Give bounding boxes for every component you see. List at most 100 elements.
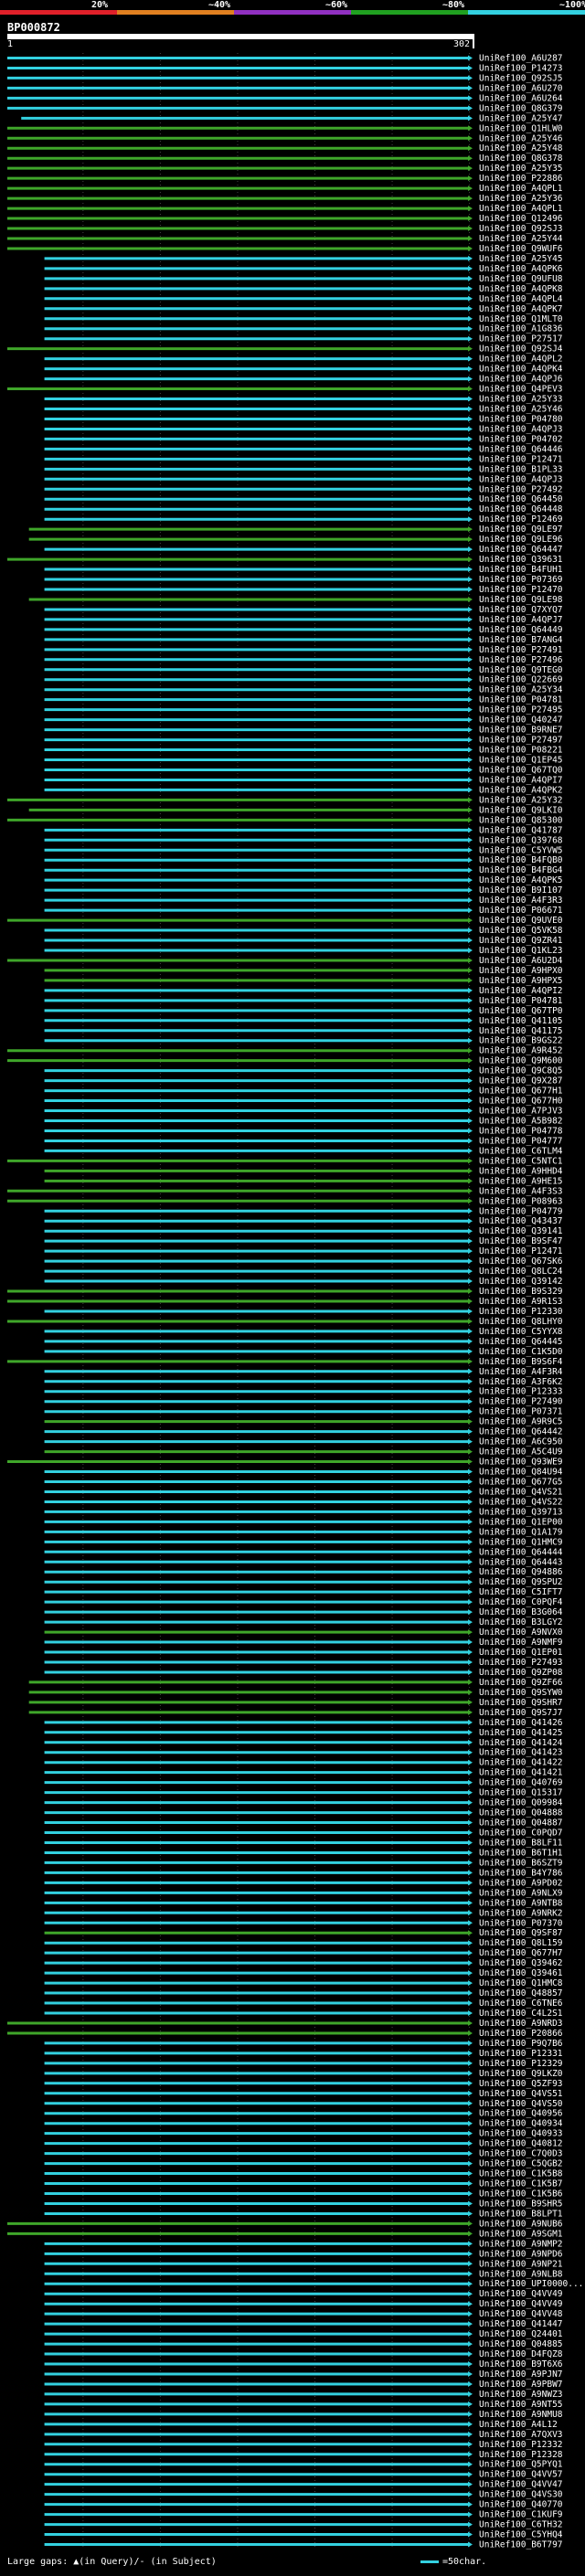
hit-label[interactable]: UniRef100_B8LF11 bbox=[479, 1838, 563, 1848]
hit-row[interactable]: UniRef100_Q39141 bbox=[44, 1226, 563, 1236]
hit-label[interactable]: UniRef100_A9R1S3 bbox=[479, 1297, 563, 1307]
hit-label[interactable]: UniRef100_A6U264 bbox=[479, 93, 563, 103]
hit-row[interactable]: UniRef100_A4QPJ6 bbox=[44, 375, 563, 385]
hit-row[interactable]: UniRef100_Q9ZP08 bbox=[44, 1668, 563, 1678]
hit-row[interactable]: UniRef100_A9HPX5 bbox=[44, 976, 563, 986]
hit-label[interactable]: UniRef100_Q9ZF66 bbox=[479, 1678, 563, 1688]
hit-label[interactable]: UniRef100_C6TLM4 bbox=[479, 1146, 563, 1156]
hit-row[interactable]: UniRef100_A9NLX9 bbox=[44, 1888, 563, 1898]
hit-row[interactable]: UniRef100_P12328 bbox=[44, 2450, 563, 2460]
hit-row[interactable]: UniRef100_Q40933 bbox=[44, 2129, 563, 2139]
hit-row[interactable]: UniRef100_A25Y48 bbox=[7, 143, 563, 154]
hit-label[interactable]: UniRef100_Q4VS22 bbox=[479, 1497, 563, 1507]
hit-row[interactable]: UniRef100_Q64450 bbox=[44, 494, 563, 504]
hit-label[interactable]: UniRef100_A25Y35 bbox=[479, 164, 563, 174]
hit-label[interactable]: UniRef100_A4L12 bbox=[479, 2420, 558, 2430]
hit-label[interactable]: UniRef100_C7Q0D3 bbox=[479, 2149, 563, 2159]
hit-label[interactable]: UniRef100_Q04888 bbox=[479, 1808, 563, 1818]
hit-label[interactable]: UniRef100_B9GS22 bbox=[479, 1036, 563, 1046]
hit-label[interactable]: UniRef100_Q4VV48 bbox=[479, 2309, 563, 2319]
hit-label[interactable]: UniRef100_C0PQF4 bbox=[479, 1597, 563, 1607]
hit-label[interactable]: UniRef100_A9NRK2 bbox=[479, 1908, 563, 1918]
hit-label[interactable]: UniRef100_Q64449 bbox=[479, 625, 563, 635]
hit-label[interactable]: UniRef100_B3LGY2 bbox=[479, 1617, 563, 1627]
hit-label[interactable]: UniRef100_A7PJV3 bbox=[479, 1107, 563, 1117]
hit-row[interactable]: UniRef100_UPI0000... bbox=[44, 2279, 584, 2289]
hit-label[interactable]: UniRef100_A25Y46 bbox=[479, 133, 563, 143]
hit-row[interactable]: UniRef100_B9RNE7 bbox=[44, 726, 563, 736]
hit-row[interactable]: UniRef100_Q39462 bbox=[44, 1958, 563, 1968]
hit-row[interactable]: UniRef100_Q9TEG0 bbox=[44, 665, 563, 675]
hit-row[interactable]: UniRef100_Q84U94 bbox=[44, 1468, 563, 1478]
hit-label[interactable]: UniRef100_Q84U94 bbox=[479, 1468, 563, 1478]
hit-row[interactable]: UniRef100_Q1HLW0 bbox=[7, 123, 563, 133]
hit-label[interactable]: UniRef100_B8LPT1 bbox=[479, 2209, 563, 2219]
hit-label[interactable]: UniRef100_A7QXV3 bbox=[479, 2430, 563, 2440]
hit-label[interactable]: UniRef100_Q1EP01 bbox=[479, 1648, 563, 1658]
hit-row[interactable]: UniRef100_A4QPL1 bbox=[7, 204, 563, 214]
hit-label[interactable]: UniRef100_Q04885 bbox=[479, 2339, 563, 2349]
hit-row[interactable]: UniRef100_A9HPX0 bbox=[44, 966, 563, 976]
hit-label[interactable]: UniRef100_Q09984 bbox=[479, 1798, 563, 1808]
hit-label[interactable]: UniRef100_A25Y36 bbox=[479, 194, 563, 204]
hit-row[interactable]: UniRef100_Q41421 bbox=[44, 1768, 563, 1778]
hit-row[interactable]: UniRef100_Q7XYQ7 bbox=[44, 605, 563, 615]
hit-row[interactable]: UniRef100_C4L2S1 bbox=[44, 2009, 563, 2019]
hit-label[interactable]: UniRef100_B4FBG4 bbox=[479, 865, 563, 875]
hit-row[interactable]: UniRef100_Q4VS50 bbox=[44, 2099, 563, 2109]
hit-label[interactable]: UniRef100_Q677H7 bbox=[479, 1948, 563, 1958]
hit-row[interactable]: UniRef100_A4QPJ3 bbox=[44, 424, 563, 434]
hit-label[interactable]: UniRef100_P12330 bbox=[479, 1307, 563, 1317]
hit-label[interactable]: UniRef100_A4QPL1 bbox=[479, 204, 563, 214]
hit-label[interactable]: UniRef100_A4QPK2 bbox=[479, 785, 563, 795]
hit-label[interactable]: UniRef100_B4FUH1 bbox=[479, 565, 563, 575]
hit-row[interactable]: UniRef100_Q9C8Q5 bbox=[44, 1066, 563, 1076]
hit-row[interactable]: UniRef100_Q677H0 bbox=[44, 1097, 563, 1107]
hit-label[interactable]: UniRef100_Q41175 bbox=[479, 1026, 563, 1036]
hit-row[interactable]: UniRef100_A9NMP2 bbox=[44, 2239, 563, 2249]
hit-row[interactable]: UniRef100_Q9LE97 bbox=[28, 525, 563, 535]
hit-label[interactable]: UniRef100_C1K5B8 bbox=[479, 2169, 563, 2179]
hit-label[interactable]: UniRef100_A4F3R3 bbox=[479, 896, 563, 906]
hit-row[interactable]: UniRef100_P12470 bbox=[44, 585, 563, 595]
hit-label[interactable]: UniRef100_Q41424 bbox=[479, 1738, 563, 1748]
hit-row[interactable]: UniRef100_Q41787 bbox=[44, 825, 563, 835]
hit-row[interactable]: UniRef100_B9GS22 bbox=[44, 1036, 563, 1046]
hit-row[interactable]: UniRef100_A9NMU8 bbox=[44, 2410, 563, 2420]
hit-label[interactable]: UniRef100_P04702 bbox=[479, 434, 563, 444]
hit-row[interactable]: UniRef100_P27492 bbox=[44, 484, 563, 494]
hit-row[interactable]: UniRef100_C5YVW5 bbox=[44, 845, 563, 855]
hit-label[interactable]: UniRef100_Q41787 bbox=[479, 825, 563, 835]
hit-label[interactable]: UniRef100_P12470 bbox=[479, 585, 563, 595]
hit-row[interactable]: UniRef100_Q677G5 bbox=[44, 1477, 563, 1487]
hit-row[interactable]: UniRef100_C5IFT7 bbox=[44, 1587, 563, 1597]
hit-label[interactable]: UniRef100_P08221 bbox=[479, 746, 563, 756]
hit-row[interactable]: UniRef100_Q67SK6 bbox=[44, 1256, 563, 1267]
hit-label[interactable]: UniRef100_C1KUF9 bbox=[479, 2510, 563, 2520]
hit-label[interactable]: UniRef100_Q5ZF93 bbox=[479, 2079, 563, 2089]
hit-row[interactable]: UniRef100_P22886 bbox=[7, 174, 563, 184]
hit-label[interactable]: UniRef100_A9NTB8 bbox=[479, 1898, 563, 1908]
hit-row[interactable]: UniRef100_P07371 bbox=[44, 1407, 563, 1417]
hit-row[interactable]: UniRef100_P04778 bbox=[44, 1126, 563, 1136]
hit-label[interactable]: UniRef100_A9NVX0 bbox=[479, 1627, 563, 1638]
hit-row[interactable]: UniRef100_Q04887 bbox=[44, 1818, 563, 1829]
hit-label[interactable]: UniRef100_A4QPK4 bbox=[479, 365, 563, 375]
hit-row[interactable]: UniRef100_A25Y44 bbox=[7, 234, 563, 244]
hit-label[interactable]: UniRef100_A9NMP2 bbox=[479, 2239, 563, 2249]
hit-row[interactable]: UniRef100_A9PBW7 bbox=[44, 2380, 563, 2390]
hit-label[interactable]: UniRef100_Q7XYQ7 bbox=[479, 605, 563, 615]
hit-label[interactable]: UniRef100_Q5VK58 bbox=[479, 926, 563, 936]
hit-label[interactable]: UniRef100_B6SZT9 bbox=[479, 1858, 563, 1868]
hit-row[interactable]: UniRef100_Q677H1 bbox=[44, 1087, 563, 1097]
hit-label[interactable]: UniRef100_Q64446 bbox=[479, 444, 563, 454]
hit-label[interactable]: UniRef100_Q9LE96 bbox=[479, 535, 563, 545]
hit-label[interactable]: UniRef100_Q4VS21 bbox=[479, 1487, 563, 1497]
hit-label[interactable]: UniRef100_Q41422 bbox=[479, 1758, 563, 1768]
hit-label[interactable]: UniRef100_Q1HLW0 bbox=[479, 123, 563, 133]
hit-row[interactable]: UniRef100_Q41447 bbox=[44, 2319, 563, 2329]
hit-row[interactable]: UniRef100_P07369 bbox=[44, 575, 563, 585]
hit-label[interactable]: UniRef100_D4FQZ8 bbox=[479, 2349, 563, 2359]
hit-row[interactable]: UniRef100_P04777 bbox=[44, 1136, 563, 1146]
hit-label[interactable]: UniRef100_P04777 bbox=[479, 1136, 563, 1146]
